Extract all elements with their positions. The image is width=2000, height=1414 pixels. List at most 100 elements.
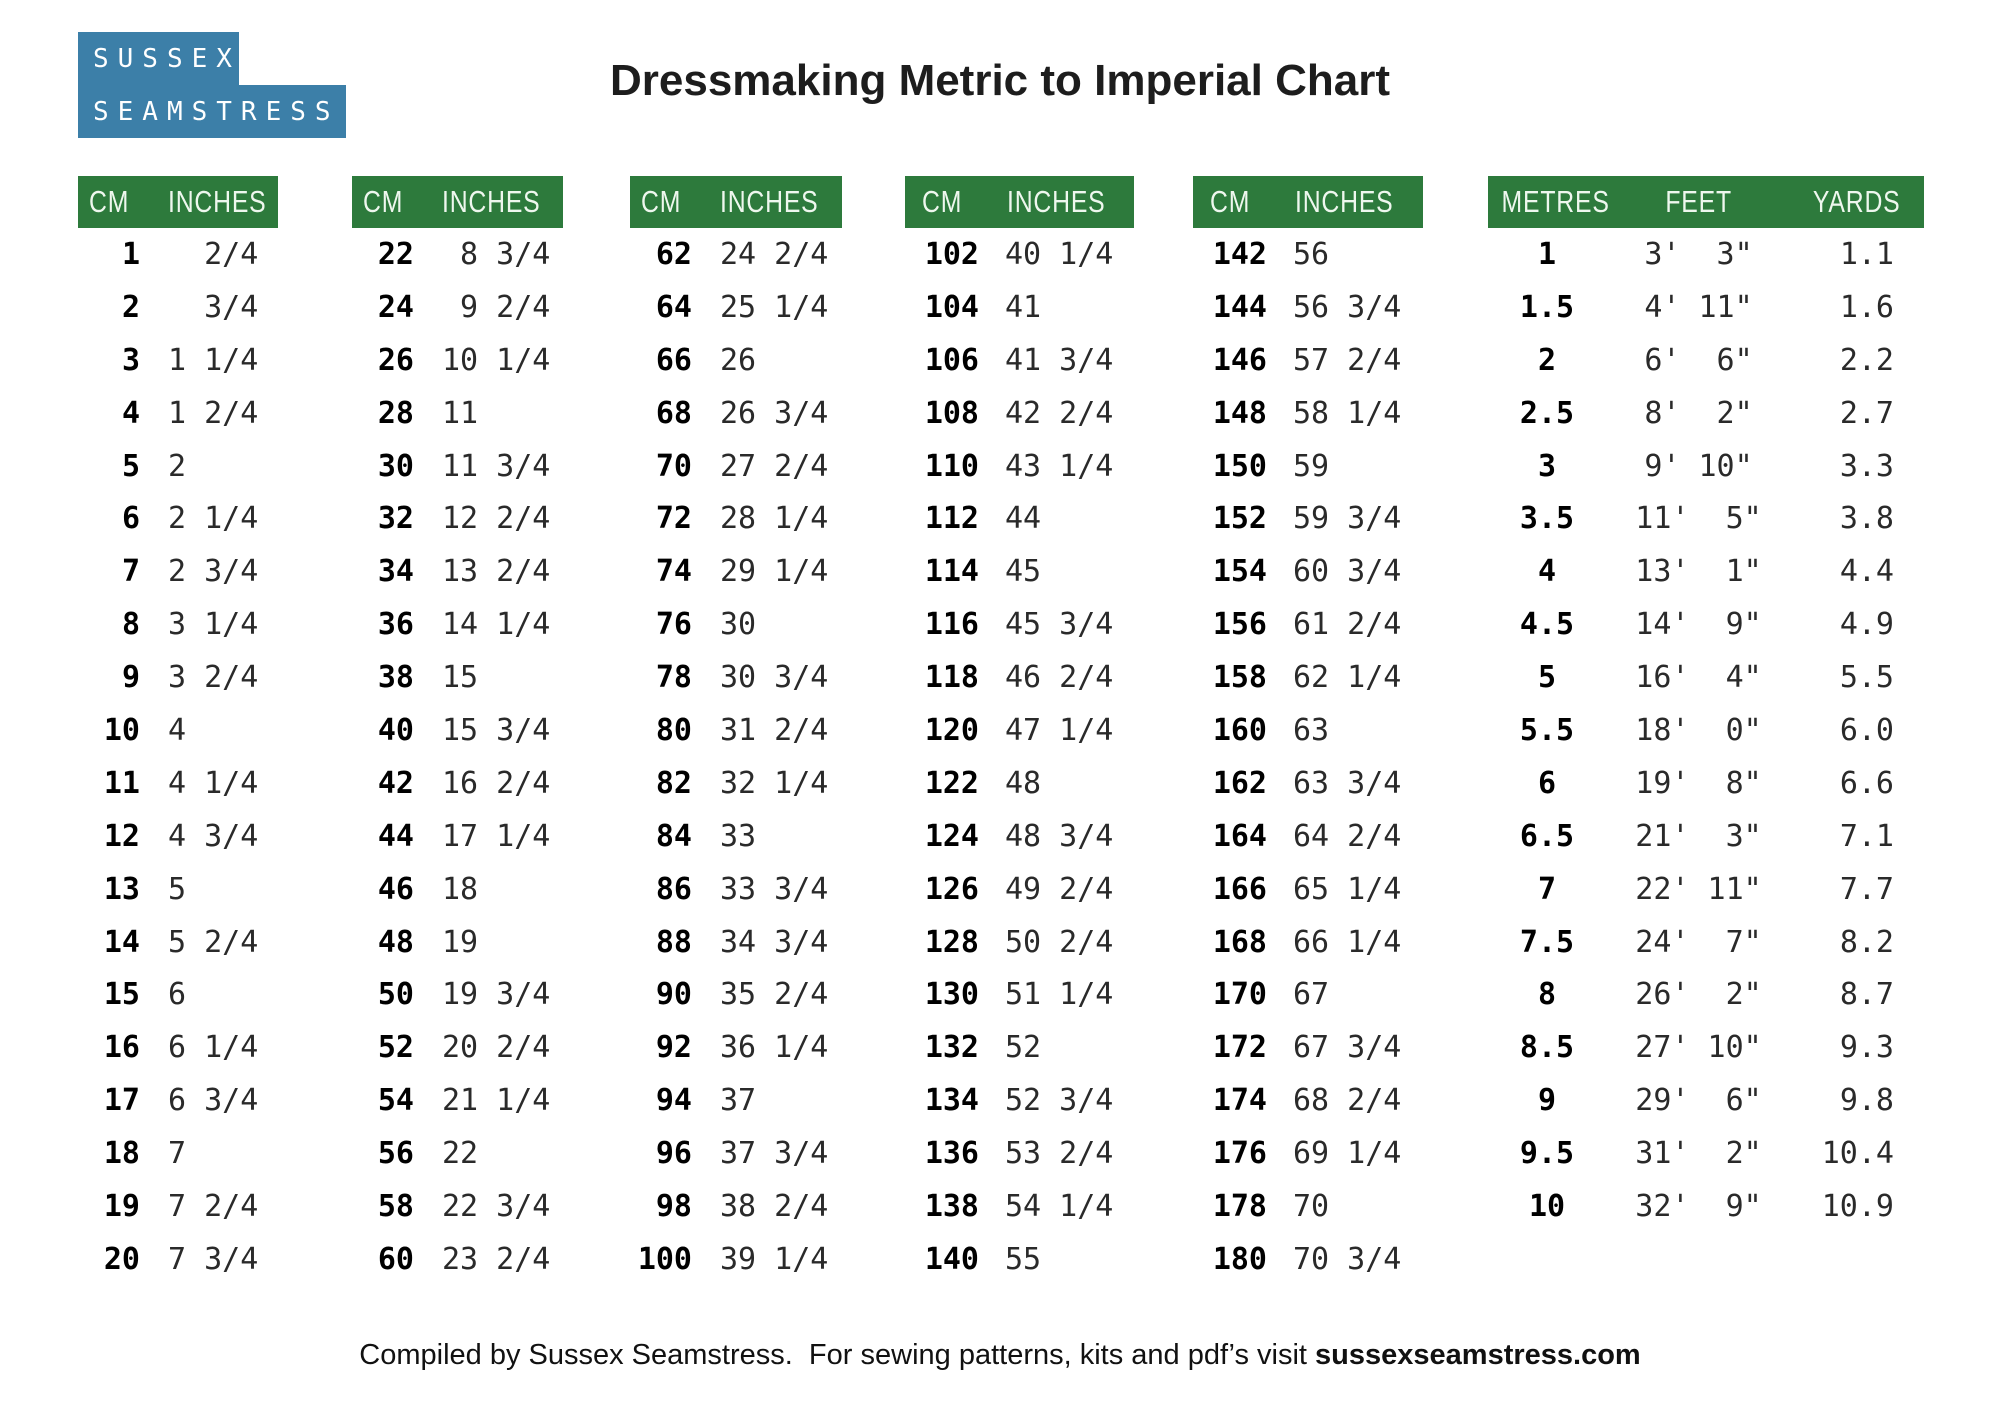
cm-value: 180 xyxy=(1212,1241,1267,1277)
yards-value: 2.7 xyxy=(1839,395,1894,431)
cm-value: 62 xyxy=(655,236,692,272)
table-row: 5 16' 4" 5.5 xyxy=(1488,651,1924,704)
table-header: METRES FEET YARDS xyxy=(1488,176,1924,228)
table-row: 42 16 2/4 xyxy=(352,757,563,810)
table-header: CM INCHES xyxy=(905,176,1134,228)
inches-value: 58 1/4 xyxy=(1293,395,1402,431)
cm-value: 76 xyxy=(655,607,692,643)
table-row: 48 19 xyxy=(352,916,563,969)
inches-value: 19 xyxy=(442,924,479,960)
table-row: 148 58 1/4 xyxy=(1193,387,1423,440)
table-row: 112 44 xyxy=(905,492,1134,545)
cm-inches-table-1: CM INCHES 1 2/4 2 3/4 3 1 1/4 4 1 2/4 5 2 6 2 1/4 7 2… xyxy=(78,176,278,1286)
cm-value: 130 xyxy=(924,977,979,1013)
table-row: 36 14 1/4 xyxy=(352,598,563,651)
cm-value: 166 xyxy=(1212,871,1267,907)
page-title: Dressmaking Metric to Imperial Chart xyxy=(609,56,1390,105)
table-row: 5.5 18' 0" 6.0 xyxy=(1488,704,1924,757)
table-row: 6 19' 8" 6.6 xyxy=(1488,757,1924,810)
inches-value: 2/4 xyxy=(168,236,259,272)
table-row: 60 23 2/4 xyxy=(352,1233,563,1286)
inches-value: 24 2/4 xyxy=(720,236,829,272)
table-row: 116 45 3/4 xyxy=(905,598,1134,651)
table-row: 90 35 2/4 xyxy=(630,968,842,1021)
inches-value: 41 3/4 xyxy=(1005,342,1114,378)
inches-value: 12 2/4 xyxy=(442,501,551,537)
cm-value: 136 xyxy=(924,1136,979,1172)
table-row: 102 40 1/4 xyxy=(905,228,1134,281)
table-row: 1 2/4 xyxy=(78,228,278,281)
cm-value: 150 xyxy=(1212,448,1267,484)
inches-value: 1 2/4 xyxy=(168,395,259,431)
yards-value: 8.2 xyxy=(1839,924,1894,960)
feet-value: 22' 11" xyxy=(1635,871,1762,907)
table-row: 11 4 1/4 xyxy=(78,757,278,810)
cm-value: 124 xyxy=(924,818,979,854)
table-row: 17 6 3/4 xyxy=(78,1074,278,1127)
yards-value: 10.9 xyxy=(1821,1188,1894,1224)
inches-value: 18 xyxy=(442,871,479,907)
cm-value: 58 xyxy=(377,1188,414,1224)
cm-value: 11 xyxy=(103,765,140,801)
cm-value: 4 xyxy=(121,395,140,431)
cm-value: 13 xyxy=(103,871,140,907)
metres-value: 7 xyxy=(1537,871,1557,907)
table-row: 174 68 2/4 xyxy=(1193,1074,1423,1127)
yards-value: 5.5 xyxy=(1839,660,1894,696)
table-row: 122 48 xyxy=(905,757,1134,810)
inches-value: 59 3/4 xyxy=(1293,501,1402,537)
cm-value: 74 xyxy=(655,554,692,590)
table-row: 9.5 31' 2" 10.4 xyxy=(1488,1127,1924,1180)
column-header-cm: CM xyxy=(640,184,682,219)
feet-value: 27' 10" xyxy=(1635,1030,1762,1066)
table-row: 178 70 xyxy=(1193,1180,1423,1233)
cm-value: 64 xyxy=(655,289,692,325)
cm-value: 60 xyxy=(377,1241,414,1277)
inches-value: 30 3/4 xyxy=(720,660,829,696)
table-row: 4.5 14' 9" 4.9 xyxy=(1488,598,1924,651)
cm-value: 100 xyxy=(637,1241,692,1277)
metres-value: 5.5 xyxy=(1519,712,1575,748)
table-row: 130 51 1/4 xyxy=(905,968,1134,1021)
inches-value: 7 xyxy=(168,1136,187,1172)
table-row: 156 61 2/4 xyxy=(1193,598,1423,651)
header-cell-yards: YARDS xyxy=(1791,184,1931,220)
cm-value: 19 xyxy=(103,1188,140,1224)
inches-value: 5 xyxy=(168,871,187,907)
table-row: 86 33 3/4 xyxy=(630,863,842,916)
table-row: 13 5 xyxy=(78,863,278,916)
cm-value: 92 xyxy=(655,1030,692,1066)
table-row: 28 11 xyxy=(352,387,563,440)
feet-value: 14' 9" xyxy=(1635,607,1762,643)
inches-value: 54 1/4 xyxy=(1005,1188,1114,1224)
inches-value: 27 2/4 xyxy=(720,448,829,484)
inches-value: 53 2/4 xyxy=(1005,1136,1114,1172)
cm-value: 40 xyxy=(377,712,414,748)
table-row: 170 67 xyxy=(1193,968,1423,1021)
cm-value: 86 xyxy=(655,871,692,907)
inches-value: 50 2/4 xyxy=(1005,924,1114,960)
table-row: 30 11 3/4 xyxy=(352,440,563,493)
cm-value: 108 xyxy=(924,395,979,431)
table-row: 166 65 1/4 xyxy=(1193,863,1423,916)
table-row: 58 22 3/4 xyxy=(352,1180,563,1233)
inches-value: 52 3/4 xyxy=(1005,1083,1114,1119)
metres-value: 3.5 xyxy=(1519,501,1575,537)
cm-value: 102 xyxy=(924,236,979,272)
inches-value: 22 3/4 xyxy=(442,1188,551,1224)
table-row: 14 5 2/4 xyxy=(78,916,278,969)
inches-value: 17 1/4 xyxy=(442,818,551,854)
table-header: CM INCHES xyxy=(1193,176,1423,228)
table-row: 8 3 1/4 xyxy=(78,598,278,651)
cm-value: 154 xyxy=(1212,554,1267,590)
inches-value: 11 3/4 xyxy=(442,448,551,484)
table-row: 140 55 xyxy=(905,1233,1134,1286)
inches-value: 39 1/4 xyxy=(720,1241,829,1277)
cm-value: 112 xyxy=(924,501,979,537)
cm-value: 104 xyxy=(924,289,979,325)
table-row: 7 22' 11" 7.7 xyxy=(1488,863,1924,916)
table-row: 78 30 3/4 xyxy=(630,651,842,704)
cm-value: 82 xyxy=(655,765,692,801)
cm-value: 22 xyxy=(377,236,414,272)
column-header-inches: INCHES xyxy=(168,184,267,219)
